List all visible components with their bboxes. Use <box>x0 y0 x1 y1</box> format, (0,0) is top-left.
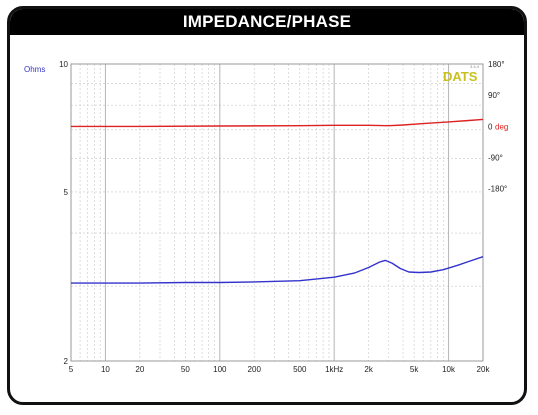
right-tick-label: -90° <box>488 154 503 163</box>
plot-border <box>70 63 484 362</box>
version-label: 3.4.4 <box>470 64 480 69</box>
right-tick-label: -180° <box>488 185 507 194</box>
left-tick-label: 2 <box>64 357 69 366</box>
x-tick-label: 5 <box>69 365 74 374</box>
series-layer <box>71 118 484 284</box>
phase-line <box>71 118 484 128</box>
left-tick-label: 5 <box>64 188 69 197</box>
dats-logo: DATS <box>443 69 478 84</box>
x-tick-label: 50 <box>181 365 190 374</box>
left-tick-labels: 10 5 2 <box>59 60 68 366</box>
x-tick-label: 5k <box>410 365 419 374</box>
right-tick-labels: 180° 90° 0 -90° -180° <box>488 60 507 194</box>
x-tick-label: 20k <box>477 365 491 374</box>
x-tick-label: 2k <box>364 365 373 374</box>
x-tick-label: 200 <box>248 365 262 374</box>
right-tick-label: 90° <box>488 91 500 100</box>
left-axis-label: Ohms <box>24 65 45 74</box>
major-gridlines <box>104 64 450 361</box>
x-tick-label: 20 <box>135 365 144 374</box>
left-tick-label: 10 <box>59 60 68 69</box>
right-axis-unit: deg <box>495 122 508 131</box>
minor-gridlines <box>70 63 484 362</box>
impedance-line <box>71 256 484 284</box>
x-tick-label: 10k <box>442 365 456 374</box>
x-tick-label: 500 <box>293 365 307 374</box>
chart-title: IMPEDANCE/PHASE <box>10 9 524 35</box>
x-tick-label: 1kHz <box>325 365 343 374</box>
right-tick-label: 180° <box>488 60 505 69</box>
x-tick-label: 10 <box>101 365 110 374</box>
right-tick-label: 0 <box>488 122 493 131</box>
x-tick-labels: 5 10 20 50 100 200 500 1kHz 2k 5k 10k 20k <box>69 365 491 374</box>
chart-frame: IMPEDANCE/PHASE 5 10 20 50 100 200 500 1kHz 2k 5k… <box>7 6 527 405</box>
x-tick-label: 100 <box>213 365 227 374</box>
